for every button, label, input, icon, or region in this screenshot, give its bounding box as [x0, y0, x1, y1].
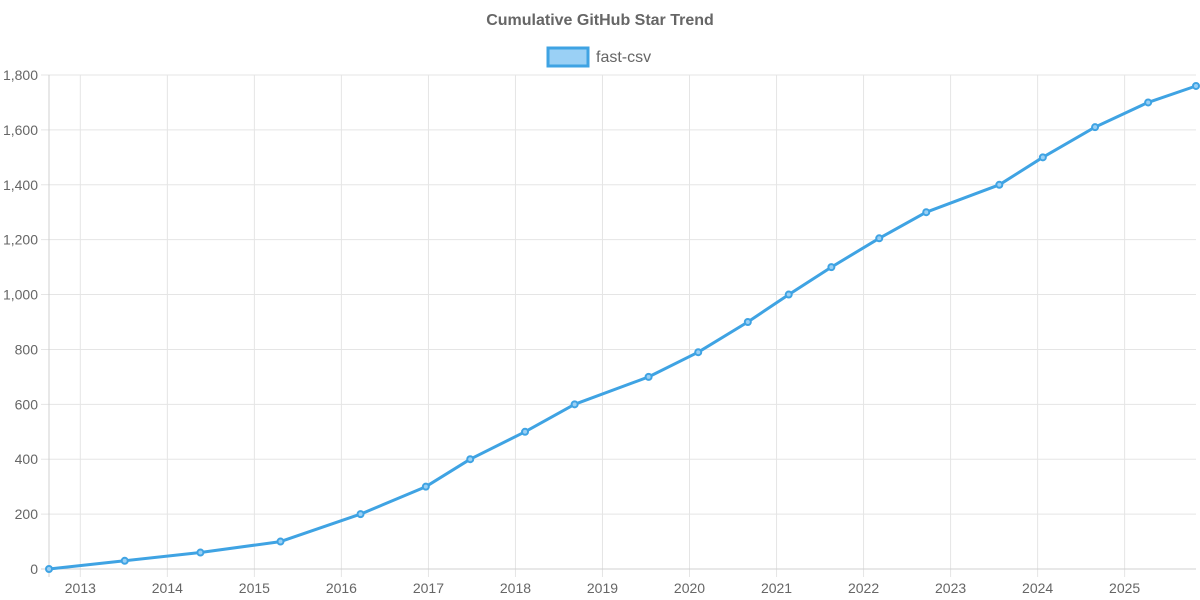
data-point[interactable] [1038, 153, 1047, 162]
x-tick-label: 2021 [761, 580, 792, 596]
data-points [45, 81, 1200, 573]
data-point[interactable] [196, 548, 205, 557]
y-tick-labels: 0 200 400 600 800 1,000 1,200 1,400 1,60… [3, 67, 38, 577]
y-tick-label: 1,800 [3, 67, 38, 83]
data-point[interactable] [784, 290, 793, 299]
y-tick-label: 1,400 [3, 177, 38, 193]
x-tick-label: 2018 [500, 580, 531, 596]
data-point[interactable] [743, 318, 752, 326]
data-point[interactable] [521, 427, 530, 436]
legend-swatch-fast-csv[interactable] [546, 46, 590, 68]
x-tick-label: 2019 [587, 580, 618, 596]
x-tick-label: 2015 [239, 580, 270, 596]
legend[interactable]: fast-csv [546, 46, 651, 68]
data-point[interactable] [922, 208, 931, 217]
data-point[interactable] [644, 372, 653, 381]
data-point[interactable] [995, 180, 1004, 189]
data-point[interactable] [827, 263, 836, 272]
y-tick-label: 1,600 [3, 122, 38, 138]
legend-label-fast-csv[interactable]: fast-csv [596, 49, 651, 66]
y-tick-label: 800 [15, 341, 39, 357]
y-tick-label: 1,200 [3, 232, 38, 248]
data-point[interactable] [570, 400, 579, 409]
x-gridlines [79, 75, 1126, 577]
y-tick-label: 600 [15, 396, 39, 412]
x-tick-label: 2016 [326, 580, 357, 596]
x-tick-label: 2017 [413, 580, 444, 596]
data-point[interactable] [45, 565, 53, 573]
x-tick-label: 2022 [848, 580, 879, 596]
x-tick-label: 2024 [1022, 580, 1053, 596]
data-point[interactable] [694, 348, 703, 357]
y-tick-label: 400 [15, 451, 39, 467]
data-point[interactable] [875, 234, 884, 243]
x-tick-label: 2023 [935, 580, 966, 596]
chart-title: Cumulative GitHub Star Trend [486, 12, 714, 29]
y-tick-label: 1,000 [3, 287, 38, 303]
y-tick-label: 200 [15, 506, 39, 522]
data-point[interactable] [1192, 81, 1200, 90]
data-point[interactable] [356, 510, 365, 519]
data-point[interactable] [276, 537, 285, 546]
y-gridlines [41, 74, 1196, 570]
x-tick-label: 2014 [152, 580, 183, 596]
y-tick-label: 0 [30, 561, 38, 577]
x-tick-label: 2025 [1109, 580, 1140, 596]
series-line-fast-csv [47, 84, 1198, 571]
data-point[interactable] [1144, 98, 1153, 107]
data-point[interactable] [1091, 123, 1100, 132]
x-tick-label: 2020 [674, 580, 705, 596]
data-point[interactable] [466, 455, 475, 464]
data-point[interactable] [120, 556, 129, 565]
data-point[interactable] [421, 482, 430, 491]
x-tick-label: 2013 [65, 580, 96, 596]
x-tick-labels: 2013 2014 2015 2016 2017 2018 2019 2020 … [65, 580, 1141, 596]
